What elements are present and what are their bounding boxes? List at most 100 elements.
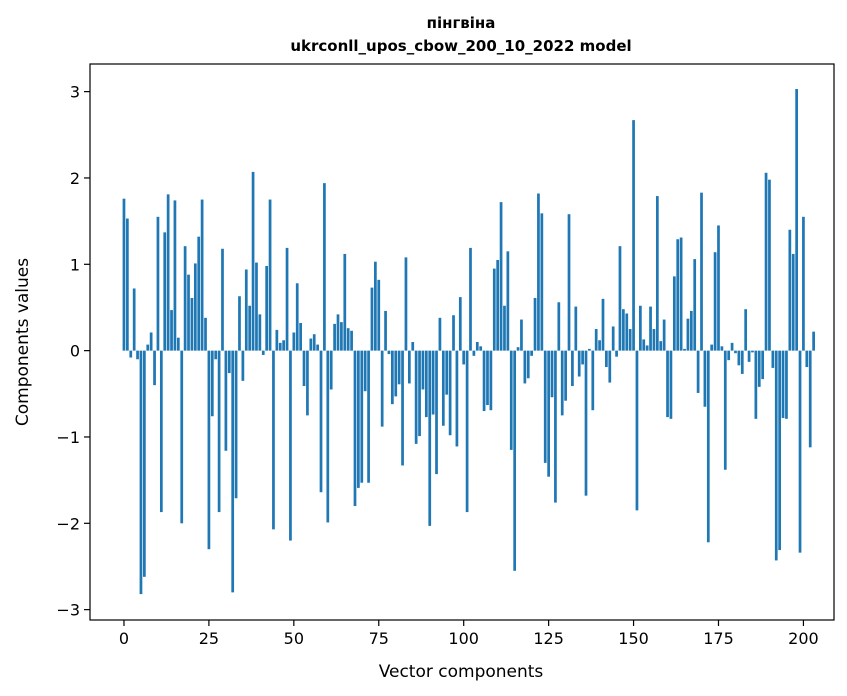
x-tick-label: 125 [533, 629, 564, 648]
bar [149, 332, 153, 351]
bar [720, 346, 724, 351]
bar [350, 330, 353, 351]
bar [153, 350, 156, 386]
bar [577, 350, 581, 377]
bar [666, 350, 669, 418]
bar [492, 268, 496, 351]
bar [204, 317, 207, 351]
bar [754, 350, 758, 419]
bar [272, 350, 275, 530]
bar [418, 350, 421, 437]
bar [795, 89, 798, 351]
bar [244, 269, 248, 351]
bar [431, 350, 435, 415]
bar [448, 350, 452, 436]
bar [672, 276, 676, 351]
bar [329, 350, 333, 390]
y-axis-label: Components values [13, 258, 33, 426]
bar [808, 350, 812, 448]
bar [605, 350, 608, 368]
bar [197, 236, 201, 351]
bar [734, 350, 737, 354]
bar [397, 350, 401, 385]
bar [384, 310, 387, 351]
bar [778, 350, 781, 551]
bar [224, 350, 228, 451]
bar [802, 216, 805, 351]
bar [537, 193, 540, 351]
bar [564, 350, 567, 401]
bar [628, 329, 632, 351]
bar [258, 314, 262, 351]
bar [401, 350, 404, 466]
x-tick-label: 200 [788, 629, 819, 648]
bar [452, 315, 455, 351]
bar [608, 350, 612, 383]
bar [679, 237, 683, 351]
bar [312, 334, 316, 351]
bar [696, 350, 700, 393]
bar [309, 338, 313, 351]
bar [146, 344, 150, 351]
y-tick-label: 2 [70, 169, 80, 188]
bar [251, 171, 255, 351]
bar [764, 172, 768, 351]
bar [706, 350, 710, 543]
bar [740, 350, 744, 374]
bar [190, 297, 194, 351]
x-axis-label: Vector components [379, 662, 544, 682]
bar [567, 214, 571, 351]
bar [509, 350, 513, 450]
chart-subtitle: ukrconll_upos_cbow_200_10_2022 model [290, 37, 631, 55]
bar [302, 350, 306, 387]
bar [676, 239, 680, 351]
bar [357, 350, 360, 488]
bar [475, 342, 479, 351]
bar [737, 350, 741, 366]
bar [333, 323, 336, 351]
bar [183, 246, 187, 351]
bar [458, 297, 462, 351]
bar [757, 350, 761, 387]
bar [710, 344, 714, 351]
bar [132, 288, 136, 351]
bar [377, 279, 381, 351]
bar [241, 350, 245, 381]
bar [482, 350, 486, 412]
bar [126, 218, 129, 351]
bar [306, 350, 309, 416]
bar [686, 318, 690, 351]
x-tick-label: 50 [284, 629, 304, 648]
bar [363, 350, 367, 392]
bar [268, 199, 272, 351]
bar [299, 323, 302, 351]
bar [751, 350, 754, 353]
bar [717, 225, 720, 351]
bar [625, 313, 629, 351]
bar [445, 350, 449, 395]
bar [533, 297, 537, 351]
bar [598, 340, 601, 351]
bar [441, 350, 445, 426]
bar [730, 342, 734, 351]
y-tick-label: −3 [56, 601, 80, 620]
bar [367, 350, 370, 483]
bar [785, 350, 788, 419]
bar [645, 345, 649, 351]
bar [526, 350, 530, 379]
y-tick-label: −1 [56, 428, 80, 447]
bar [513, 350, 517, 571]
bar [516, 347, 520, 351]
bar [649, 306, 652, 351]
bar [136, 350, 139, 360]
bar [407, 350, 411, 384]
bar [214, 350, 218, 360]
bar [744, 309, 748, 351]
bar [543, 350, 547, 463]
bar [391, 350, 394, 405]
bar [289, 350, 292, 541]
bar [193, 263, 197, 351]
bar [540, 213, 544, 351]
bar [159, 350, 163, 513]
